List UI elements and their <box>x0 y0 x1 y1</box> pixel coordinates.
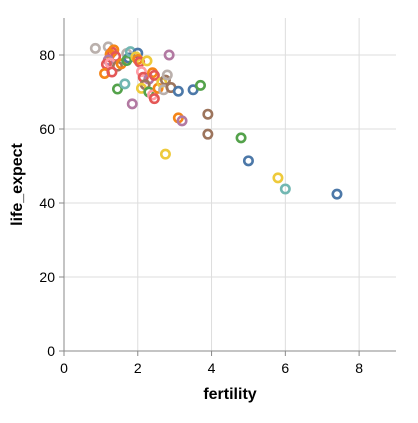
data-point <box>111 83 123 95</box>
x-tick-label: 4 <box>208 360 216 376</box>
y-axis-title: life_expect <box>9 142 26 225</box>
data-point <box>126 98 138 110</box>
data-point <box>141 55 153 67</box>
data-point <box>161 69 173 81</box>
data-point <box>176 115 188 127</box>
data-point <box>279 183 291 195</box>
x-tick-label: 8 <box>355 360 363 376</box>
data-point <box>202 108 214 120</box>
y-tick-label: 60 <box>39 121 55 137</box>
y-tick-label: 0 <box>47 343 55 359</box>
data-point <box>242 155 254 167</box>
x-tick-label: 0 <box>60 360 68 376</box>
data-point <box>331 188 343 200</box>
x-tick-label: 6 <box>281 360 289 376</box>
data-point <box>172 85 184 97</box>
data-point <box>119 78 131 90</box>
data-point <box>159 74 171 86</box>
data-point <box>202 128 214 140</box>
data-point <box>121 55 133 67</box>
data-point <box>163 49 175 61</box>
data-point <box>272 172 284 184</box>
x-axis-title: fertility <box>203 386 256 403</box>
data-point <box>148 69 160 81</box>
data-point <box>235 132 247 144</box>
data-point <box>89 42 101 54</box>
y-tick-label: 40 <box>39 195 55 211</box>
y-tick-label: 80 <box>39 47 55 63</box>
x-tick-label: 2 <box>134 360 142 376</box>
data-points <box>89 41 343 200</box>
y-tick-label: 20 <box>39 269 55 285</box>
data-point <box>106 66 118 78</box>
data-point <box>194 79 206 91</box>
data-point <box>135 66 147 78</box>
data-point <box>148 93 160 105</box>
data-point <box>159 148 171 160</box>
